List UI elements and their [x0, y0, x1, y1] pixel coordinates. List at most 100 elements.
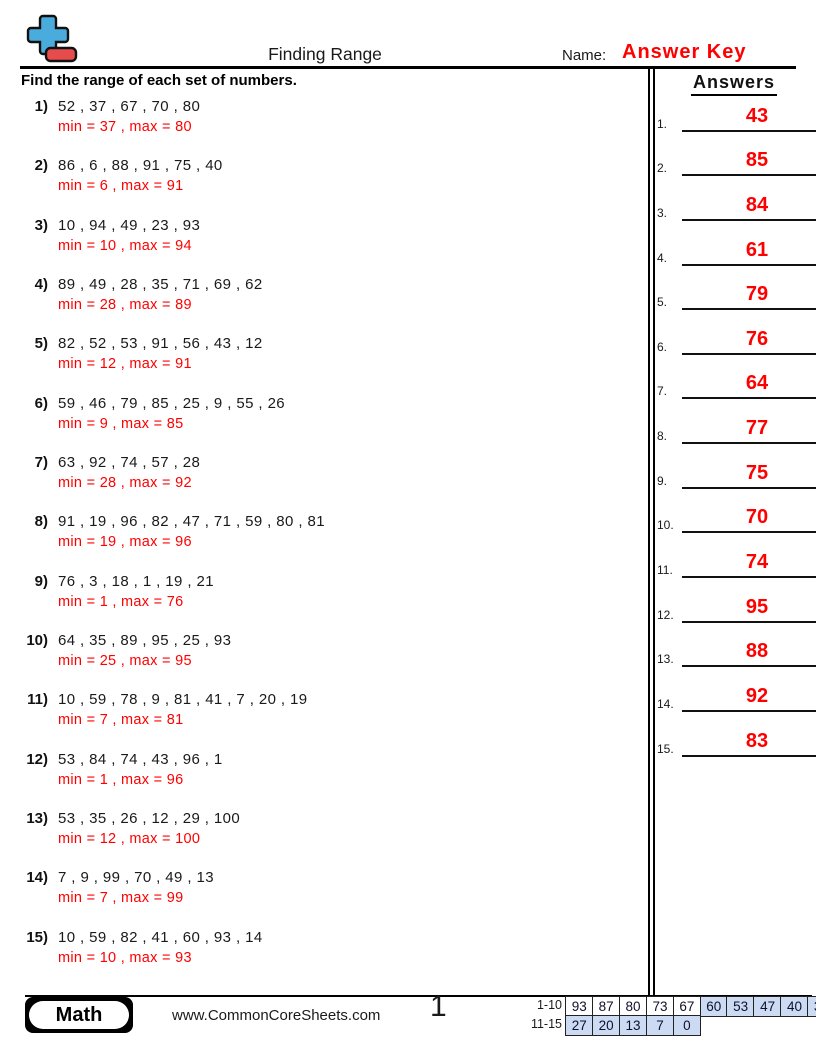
footer-divider: [25, 995, 812, 997]
answer-item: 6. 76: [656, 315, 816, 360]
answer-value: 70: [745, 506, 769, 529]
answer-number: 8.: [657, 429, 668, 444]
problem-numbers: 86 , 6 , 88 , 91 , 75 , 40: [58, 157, 223, 175]
problem-number: 2): [34, 157, 48, 175]
header-divider: [20, 66, 796, 69]
answer-number: 4.: [657, 250, 668, 265]
score-row-label: 11-15: [530, 1017, 562, 1032]
subject-badge-pill: Math: [29, 1001, 129, 1029]
problem-item: 12) 53 , 84 , 74 , 43 , 96 , 1 min = 1 ,…: [20, 750, 630, 809]
problem-numbers: 10 , 59 , 82 , 41 , 60 , 93 , 14: [58, 928, 263, 946]
problem-numbers: 59 , 46 , 79 , 85 , 25 , 9 , 55 , 26: [58, 394, 286, 412]
score-cell: 80: [618, 996, 648, 1017]
plus-minus-logo-icon: [26, 14, 78, 63]
answer-line: 76: [682, 328, 816, 355]
answer-value: 77: [745, 417, 769, 440]
answer-line: 77: [682, 417, 816, 445]
answer-number: 5.: [657, 295, 668, 310]
answer-line: 88: [682, 640, 816, 668]
problem-number: 3): [34, 216, 48, 234]
answer-line: 61: [682, 239, 816, 266]
website-link[interactable]: www.CommonCoreSheets.com: [172, 1007, 381, 1024]
answer-number: 10.: [657, 518, 674, 533]
answer-item: 12. 95: [656, 583, 816, 628]
score-row: 1-10 93 87 80 73 67 60 53 47 40 33: [529, 996, 816, 1017]
answers-list: 1. 43 2. 85 3. 84 4. 61 5. 79 6. 76 7. 6…: [656, 92, 816, 762]
problem-item: 15) 10 , 59 , 82 , 41 , 60 , 93 , 14 min…: [20, 928, 630, 987]
answer-value: 61: [745, 238, 769, 261]
answers-header: Answers: [655, 72, 813, 96]
answer-number: 9.: [657, 473, 668, 488]
instruction-text: Find the range of each set of numbers.: [21, 72, 297, 89]
problem-number: 11): [27, 691, 48, 709]
answer-key-text: Answer Key: [622, 41, 747, 63]
answer-value: 43: [745, 104, 769, 127]
problem-item: 10) 64 , 35 , 89 , 95 , 25 , 93 min = 25…: [20, 631, 630, 690]
problem-number: 5): [34, 335, 48, 353]
name-label: Name:: [562, 47, 607, 64]
problem-numbers: 82 , 52 , 53 , 91 , 56 , 43 , 12: [58, 335, 263, 353]
answer-value: 92: [745, 684, 769, 707]
problem-minmax: min = 12 , max = 100: [58, 831, 201, 848]
answer-item: 15. 83: [656, 717, 816, 762]
problem-item: 1) 52 , 37 , 67 , 70 , 80 min = 37 , max…: [20, 97, 630, 156]
answer-line: 43: [682, 105, 816, 132]
answer-line: 79: [682, 283, 816, 311]
problem-item: 8) 91 , 19 , 96 , 82 , 47 , 71 , 59 , 80…: [20, 512, 630, 571]
problem-number: 14): [26, 869, 48, 887]
score-row-label: 1-10: [536, 998, 562, 1012]
score-cell: 60: [699, 996, 729, 1017]
answer-value: 95: [745, 595, 769, 618]
problem-minmax: min = 37 , max = 80: [58, 119, 192, 135]
answer-line: 95: [682, 596, 816, 623]
problem-item: 13) 53 , 35 , 26 , 12 , 29 , 100 min = 1…: [20, 809, 630, 868]
problem-item: 3) 10 , 94 , 49 , 23 , 93 min = 10 , max…: [20, 216, 630, 275]
answer-item: 9. 75: [656, 449, 816, 494]
answer-item: 5. 79: [656, 271, 816, 316]
answer-number: 1.: [657, 116, 668, 131]
problem-item: 7) 63 , 92 , 74 , 57 , 28 min = 28 , max…: [20, 453, 630, 512]
score-row: 11-15 27 20 13 7 0: [529, 1015, 816, 1037]
problem-item: 5) 82 , 52 , 53 , 91 , 56 , 43 , 12 min …: [20, 334, 630, 393]
problem-numbers: 76 , 3 , 18 , 1 , 19 , 21: [58, 572, 214, 590]
problem-item: 11) 10 , 59 , 78 , 9 , 81 , 41 , 7 , 20 …: [20, 690, 630, 749]
problem-numbers: 52 , 37 , 67 , 70 , 80: [58, 98, 201, 115]
answer-item: 1. 43: [656, 92, 816, 137]
problem-minmax: min = 7 , max = 81: [58, 712, 184, 729]
answer-line: 75: [682, 462, 816, 489]
answer-number: 11.: [657, 563, 673, 578]
problem-minmax: min = 28 , max = 89: [58, 297, 192, 314]
problem-minmax: min = 1 , max = 76: [58, 593, 184, 610]
problem-number: 7): [34, 454, 48, 472]
problem-minmax: min = 6 , max = 91: [58, 178, 184, 195]
answers-title: Answers: [690, 72, 778, 96]
answer-line: 92: [682, 685, 816, 712]
problem-minmax: min = 10 , max = 93: [58, 949, 192, 966]
answer-item: 13. 88: [656, 628, 816, 673]
answer-line: 74: [682, 551, 816, 579]
problem-numbers: 63 , 92 , 74 , 57 , 28: [58, 454, 201, 472]
page-title: Finding Range: [268, 44, 382, 64]
problem-numbers: 10 , 59 , 78 , 9 , 81 , 41 , 7 , 20 , 19: [58, 691, 308, 709]
score-cell: 67: [672, 996, 702, 1017]
problem-number: 10): [26, 632, 48, 650]
problem-minmax: min = 25 , max = 95: [58, 653, 192, 670]
answer-item: 10. 70: [656, 494, 816, 539]
problem-minmax: min = 7 , max = 99: [58, 890, 184, 907]
problem-number: 1): [34, 98, 48, 115]
answer-item: 4. 61: [656, 226, 816, 271]
answer-number: 12.: [657, 607, 674, 622]
score-cell: 87: [591, 996, 621, 1017]
answer-number: 7.: [657, 384, 668, 399]
answer-item: 14. 92: [656, 672, 816, 717]
problem-minmax: min = 10 , max = 94: [58, 237, 192, 254]
problem-number: 8): [34, 513, 48, 531]
answer-value: 75: [745, 461, 769, 484]
problem-number: 4): [34, 276, 48, 294]
answer-line: 70: [682, 506, 816, 534]
answer-line: 83: [682, 730, 816, 757]
subject-badge: Math: [25, 997, 133, 1033]
problem-minmax: min = 12 , max = 91: [58, 356, 192, 373]
problem-numbers: 53 , 84 , 74 , 43 , 96 , 1: [58, 750, 223, 768]
